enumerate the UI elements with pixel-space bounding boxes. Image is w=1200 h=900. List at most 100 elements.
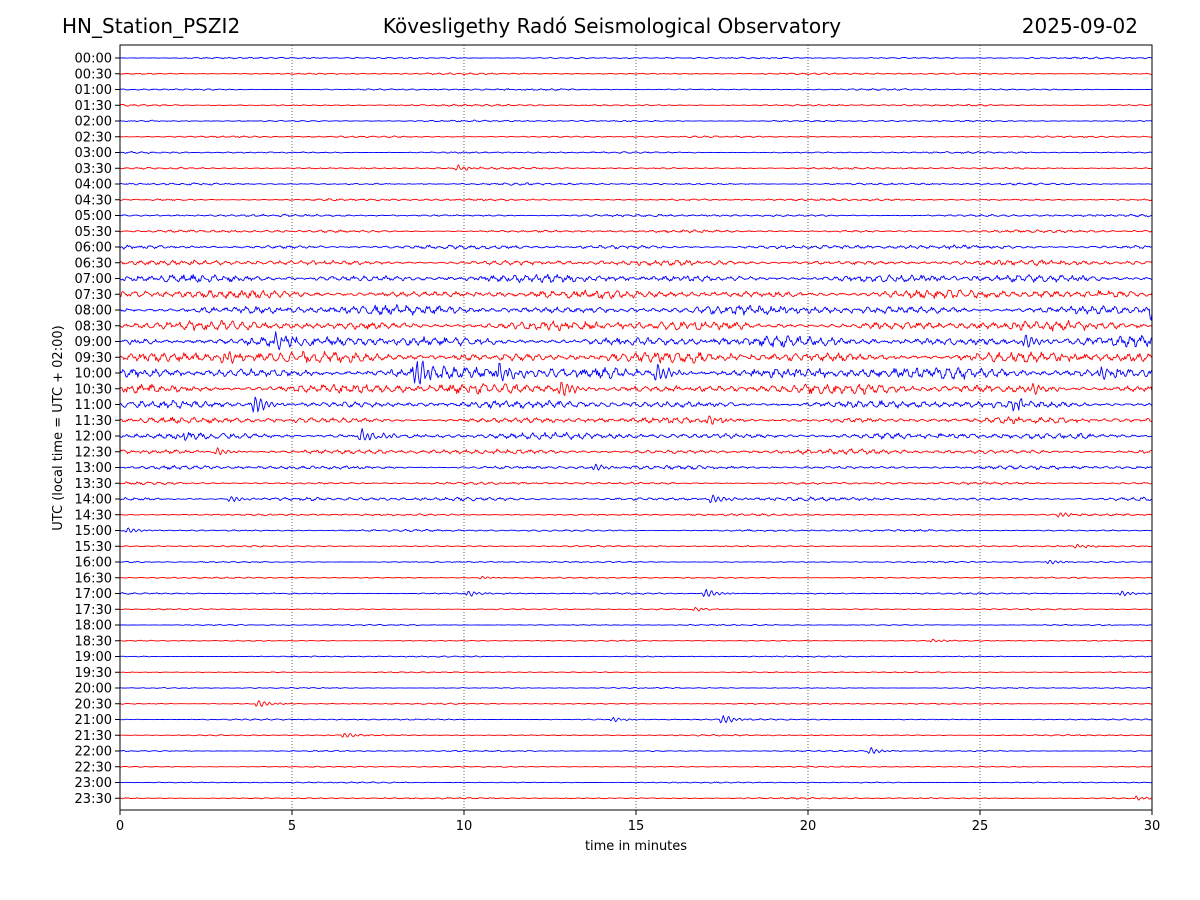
trace-0330 — [119, 164, 1153, 171]
trace-1200 — [119, 428, 1153, 441]
x-tick-label: 20 — [800, 819, 817, 834]
trace-0630 — [119, 259, 1153, 267]
y-tick-label: 10:00 — [75, 367, 112, 382]
trace-0530 — [119, 229, 1153, 234]
y-tick-label: 17:00 — [75, 587, 112, 602]
trace-1030 — [119, 381, 1153, 397]
y-tick-label: 02:30 — [75, 130, 112, 145]
y-tick-label: 16:30 — [75, 571, 112, 586]
y-tick-label: 19:00 — [75, 650, 112, 665]
y-tick-label: 04:00 — [75, 178, 112, 193]
y-tick-label: 22:30 — [75, 760, 112, 775]
y-tick-label: 09:00 — [75, 335, 112, 350]
trace-1130 — [119, 415, 1153, 425]
trace-2000 — [119, 686, 1153, 690]
y-tick-label: 05:30 — [75, 225, 112, 240]
trace-0700 — [119, 273, 1152, 284]
y-tick-label: 09:30 — [75, 351, 112, 366]
trace-1530 — [119, 544, 1153, 549]
trace-2330 — [119, 795, 1153, 801]
trace-0000 — [119, 56, 1152, 60]
trace-0730 — [119, 289, 1153, 300]
y-tick-label: 06:30 — [75, 256, 112, 271]
trace-1800 — [119, 623, 1153, 627]
trace-1730 — [119, 606, 1152, 612]
trace-0030 — [119, 72, 1153, 76]
y-tick-label: 15:00 — [75, 524, 112, 539]
seismogram-traces — [119, 56, 1153, 801]
trace-1300 — [119, 463, 1153, 471]
x-tick-label: 30 — [1144, 819, 1161, 834]
trace-1930 — [119, 671, 1152, 674]
trace-2200 — [120, 747, 1153, 754]
trace-2100 — [119, 715, 1153, 724]
trace-1000 — [119, 360, 1153, 385]
trace-0600 — [119, 244, 1153, 250]
y-tick-label: 07:00 — [75, 272, 112, 287]
y-tick-label: 00:00 — [75, 52, 112, 67]
y-tick-label: 01:30 — [75, 99, 112, 114]
trace-1630 — [120, 575, 1153, 580]
y-axis-label: UTC (local time = UTC + 02:00) — [51, 325, 66, 530]
y-tick-label: 21:00 — [75, 713, 112, 728]
y-tick-label: 02:00 — [75, 115, 112, 130]
trace-2300 — [120, 781, 1153, 784]
y-tick-label: 01:00 — [75, 83, 112, 98]
x-tick-label: 15 — [628, 819, 645, 834]
y-tick-label: 14:30 — [75, 508, 112, 523]
trace-1900 — [120, 655, 1153, 658]
y-tick-label: 10:30 — [75, 382, 112, 397]
trace-0900 — [119, 331, 1153, 351]
y-tick-label: 20:00 — [75, 682, 112, 697]
x-tick-label: 0 — [116, 819, 124, 834]
trace-0300 — [119, 151, 1153, 154]
trace-0230 — [119, 135, 1153, 139]
record-date: 2025-09-02 — [1021, 14, 1138, 38]
y-tick-label: 12:30 — [75, 445, 112, 460]
y-axis-ticks: 00:0000:3001:0001:3002:0002:3003:0003:30… — [75, 52, 120, 807]
y-tick-label: 20:30 — [75, 697, 112, 712]
y-tick-label: 23:30 — [75, 792, 112, 807]
x-tick-label: 10 — [456, 819, 473, 834]
y-tick-label: 13:00 — [75, 461, 112, 476]
trace-0930 — [119, 350, 1153, 364]
trace-2030 — [119, 700, 1153, 707]
trace-1700 — [119, 588, 1152, 597]
y-tick-label: 06:00 — [75, 241, 112, 256]
y-tick-label: 12:00 — [75, 430, 112, 445]
y-tick-label: 18:30 — [75, 634, 112, 649]
trace-0100 — [119, 88, 1153, 91]
trace-1500 — [119, 527, 1152, 533]
y-tick-label: 16:00 — [75, 556, 112, 571]
station-name: HN_Station_PSZI2 — [62, 14, 241, 38]
y-tick-label: 04:30 — [75, 193, 112, 208]
y-tick-label: 08:00 — [75, 304, 112, 319]
trace-0130 — [119, 103, 1153, 107]
x-axis-ticks: 0 5 10 15 20 25 30 — [116, 810, 1160, 834]
trace-0430 — [120, 197, 1153, 202]
y-tick-label: 14:00 — [75, 493, 112, 508]
observatory-title: Kövesligethy Radó Seismological Observat… — [382, 14, 842, 38]
trace-1430 — [119, 512, 1153, 518]
trace-0500 — [120, 213, 1153, 218]
trace-0800 — [119, 304, 1153, 321]
y-tick-label: 07:30 — [75, 288, 112, 303]
y-tick-label: 19:30 — [75, 666, 112, 681]
y-tick-label: 11:30 — [75, 414, 112, 429]
y-tick-label: 05:00 — [75, 209, 112, 224]
trace-2130 — [119, 732, 1152, 738]
x-tick-label: 25 — [972, 819, 989, 834]
trace-0200 — [119, 119, 1153, 123]
trace-1830 — [119, 638, 1152, 643]
trace-1600 — [119, 559, 1153, 565]
y-tick-label: 21:30 — [75, 729, 112, 744]
trace-1100 — [119, 396, 1153, 413]
trace-2230 — [119, 765, 1153, 768]
y-tick-label: 03:30 — [75, 162, 112, 177]
trace-1400 — [119, 494, 1153, 504]
trace-1230 — [119, 447, 1153, 456]
y-tick-label: 23:00 — [75, 776, 112, 791]
y-tick-label: 08:30 — [75, 319, 112, 334]
y-tick-label: 11:00 — [75, 398, 112, 413]
